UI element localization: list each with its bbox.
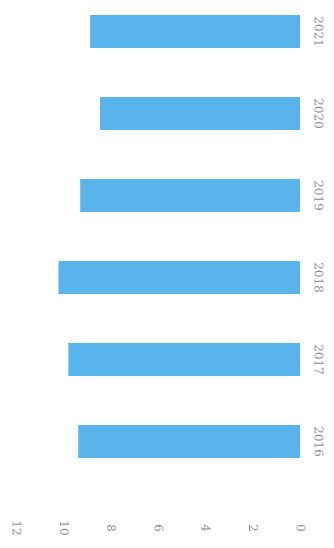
value-axis-tick-labels: 0 2 4 6 8 10 12	[10, 520, 308, 535]
bar-2020	[100, 97, 301, 130]
category-label-2020: 2020	[312, 98, 326, 129]
value-tick-label-10: 10	[57, 520, 71, 535]
value-tick-label-8: 8	[104, 524, 118, 532]
bar-2017	[68, 343, 300, 376]
bars	[58, 15, 301, 458]
category-axis-labels: 2021 2020 2019 2018 2017 2016	[312, 16, 326, 457]
value-tick-label-12: 12	[10, 520, 24, 535]
value-tick-label-4: 4	[199, 524, 213, 532]
category-label-2017: 2017	[312, 344, 326, 375]
bar-2016	[78, 425, 301, 458]
category-label-2018: 2018	[312, 262, 326, 293]
bar-2019	[80, 179, 300, 212]
category-label-2016: 2016	[312, 426, 326, 457]
value-tick-label-0: 0	[293, 524, 307, 532]
value-tick-label-2: 2	[246, 524, 260, 532]
bar-2018	[58, 261, 300, 294]
category-label-2019: 2019	[312, 180, 326, 211]
bar-2021	[90, 15, 301, 48]
category-label-2021: 2021	[312, 16, 326, 47]
value-tick-label-6: 6	[151, 524, 165, 532]
